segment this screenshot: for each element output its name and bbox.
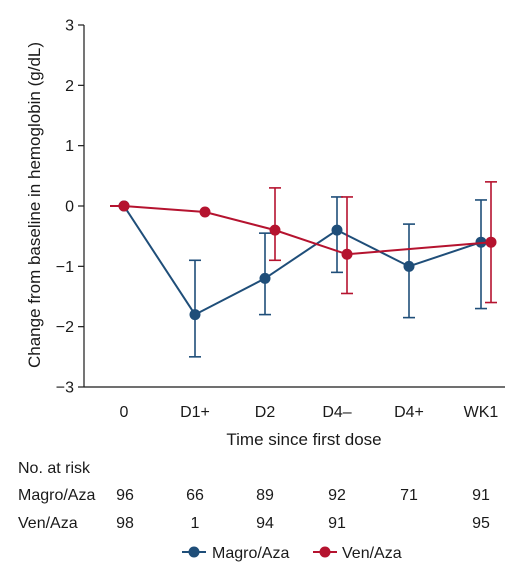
data-point [485, 236, 497, 248]
y-tick-label: 0 [65, 199, 74, 216]
legend-label: Ven/Aza [342, 545, 402, 562]
y-tick-label: 2 [65, 78, 74, 95]
data-point [403, 260, 415, 272]
chart-axes [78, 24, 505, 388]
legend-marker [319, 546, 331, 558]
x-axis-title: Time since first dose [226, 430, 381, 449]
data-point [259, 272, 271, 284]
legend-marker [188, 546, 200, 558]
y-axis-title: Change from baseline in hemoglobin (g/dL… [25, 42, 44, 368]
series-line [123, 205, 482, 316]
series-line [123, 205, 492, 256]
x-tick-label: 0 [120, 404, 129, 421]
data-point [269, 224, 281, 236]
series-magro-aza [118, 196, 487, 358]
risk-count: 89 [256, 487, 274, 504]
legend-item-ven-aza: Ven/Aza [313, 545, 402, 562]
x-tick-label: D2 [255, 404, 276, 421]
data-point [118, 200, 130, 212]
risk-count: 94 [256, 515, 274, 532]
risk-table-title: No. at risk [18, 460, 91, 477]
x-tick-label: D1+ [180, 404, 210, 421]
risk-count: 1 [191, 515, 200, 532]
x-tick-label: WK1 [464, 404, 499, 421]
legend-label: Magro/Aza [212, 545, 289, 562]
risk-count: 98 [116, 515, 134, 532]
data-point [331, 224, 343, 236]
y-tick-label: 1 [65, 138, 74, 155]
y-tick-label: −2 [56, 319, 74, 336]
risk-row-label: Magro/Aza [18, 487, 95, 504]
y-tick-label: 3 [65, 18, 74, 35]
legend: Magro/Aza Ven/Aza [182, 545, 402, 562]
series-ven-aza [110, 181, 497, 304]
data-point [199, 206, 211, 218]
risk-count: 66 [186, 487, 204, 504]
data-point [341, 248, 353, 260]
x-tick-label: D4– [322, 404, 351, 421]
risk-count: 95 [472, 515, 490, 532]
risk-count: 91 [328, 515, 346, 532]
risk-count: 92 [328, 487, 346, 504]
x-tick-labels: 0 D1+ D2 D4– D4+ WK1 [120, 404, 499, 421]
data-series [110, 181, 497, 358]
y-tick-labels: 3 2 1 0 −1 −2 −3 [56, 18, 74, 397]
risk-count: 91 [472, 487, 490, 504]
legend-item-magro-aza: Magro/Aza [182, 545, 289, 562]
risk-count: 96 [116, 487, 134, 504]
y-tick-label: −1 [56, 259, 74, 276]
x-tick-label: D4+ [394, 404, 424, 421]
risk-table: No. at risk Magro/Aza 96 66 89 92 71 91 Ven/Aza… [18, 460, 490, 532]
risk-row-label: Ven/Aza [18, 515, 78, 532]
risk-count: 71 [400, 487, 418, 504]
y-tick-label: −3 [56, 380, 74, 397]
data-point [189, 309, 201, 321]
